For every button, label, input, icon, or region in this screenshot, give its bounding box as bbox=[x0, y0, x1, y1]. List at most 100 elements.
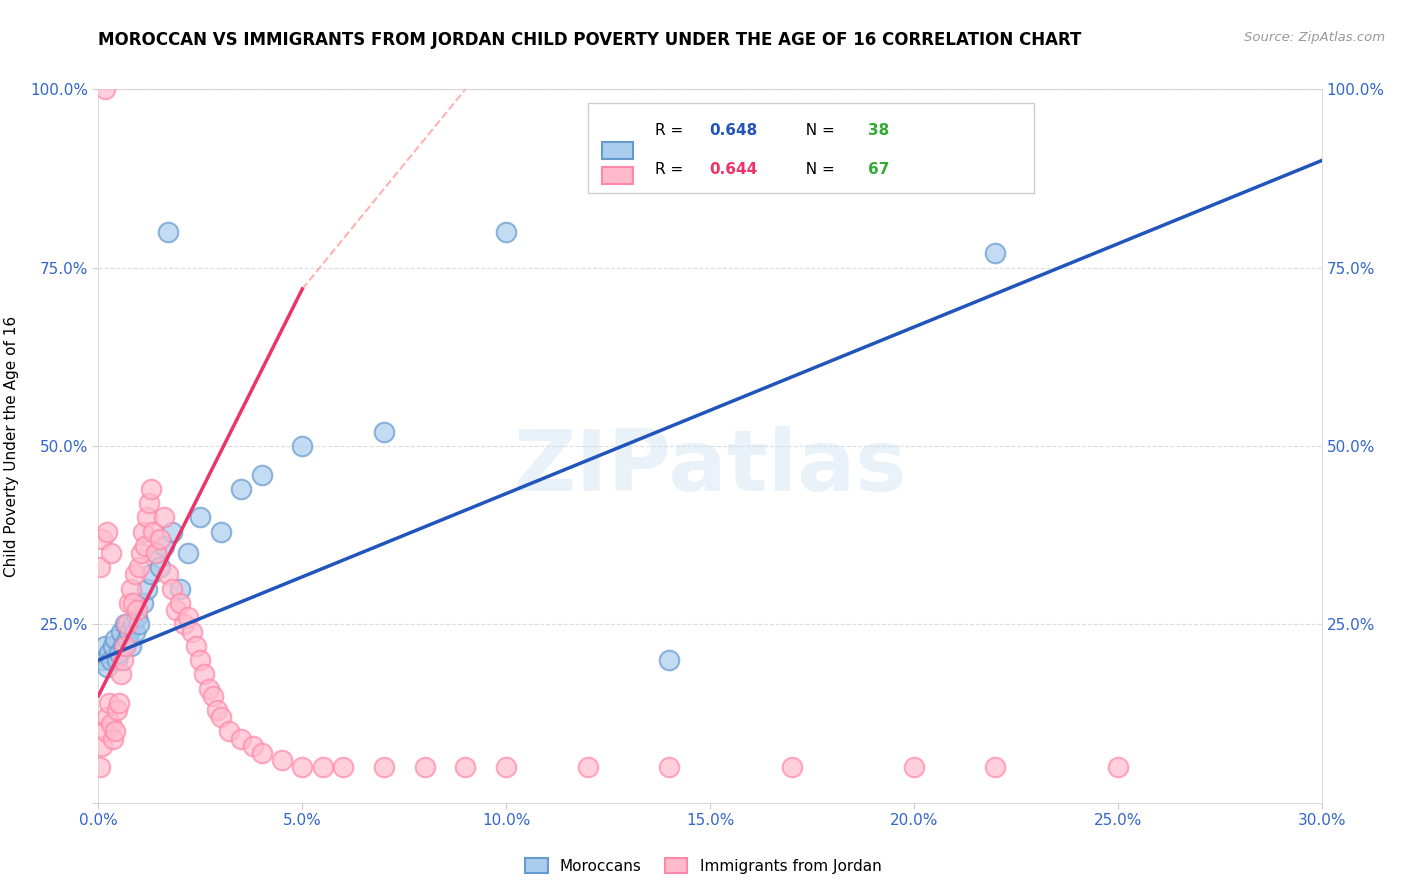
Point bbox=[93, 82, 115, 96]
Point bbox=[984, 760, 1007, 774]
Point bbox=[231, 731, 253, 746]
Point bbox=[373, 425, 395, 439]
Point bbox=[101, 639, 124, 653]
Point bbox=[122, 596, 145, 610]
Point bbox=[780, 760, 803, 774]
Point bbox=[186, 639, 208, 653]
Point bbox=[242, 739, 264, 753]
Point bbox=[138, 496, 160, 510]
FancyBboxPatch shape bbox=[602, 142, 633, 159]
Point bbox=[89, 760, 111, 774]
Point bbox=[160, 582, 183, 596]
Point bbox=[495, 225, 517, 239]
Point bbox=[373, 760, 395, 774]
Point bbox=[110, 624, 132, 639]
Point bbox=[413, 760, 436, 774]
Point bbox=[124, 624, 146, 639]
Point bbox=[111, 653, 134, 667]
Point bbox=[104, 632, 127, 646]
Point bbox=[132, 596, 155, 610]
Text: N =: N = bbox=[796, 161, 839, 177]
Point bbox=[136, 510, 159, 524]
Point bbox=[105, 703, 128, 717]
Text: R =: R = bbox=[655, 123, 688, 138]
Point bbox=[201, 689, 224, 703]
Point bbox=[141, 482, 163, 496]
Point bbox=[181, 624, 204, 639]
Point bbox=[111, 639, 134, 653]
Point bbox=[141, 567, 163, 582]
Point bbox=[156, 225, 179, 239]
Point bbox=[128, 617, 150, 632]
Point bbox=[127, 610, 149, 624]
Point bbox=[122, 617, 145, 632]
Point bbox=[197, 681, 219, 696]
Point bbox=[115, 632, 138, 646]
Point bbox=[250, 746, 273, 760]
Text: Source: ZipAtlas.com: Source: ZipAtlas.com bbox=[1244, 31, 1385, 45]
Point bbox=[658, 653, 681, 667]
Point bbox=[984, 246, 1007, 260]
Point bbox=[177, 546, 200, 560]
Point bbox=[100, 546, 122, 560]
Point bbox=[120, 639, 142, 653]
Legend: Moroccans, Immigrants from Jordan: Moroccans, Immigrants from Jordan bbox=[519, 852, 887, 880]
Point bbox=[658, 760, 681, 774]
Point bbox=[136, 582, 159, 596]
Point bbox=[110, 667, 132, 681]
Point bbox=[152, 539, 174, 553]
Point bbox=[134, 539, 156, 553]
Point bbox=[89, 560, 111, 574]
Point bbox=[101, 731, 124, 746]
Point bbox=[129, 546, 152, 560]
Point bbox=[91, 653, 114, 667]
Point bbox=[115, 617, 138, 632]
Y-axis label: Child Poverty Under the Age of 16: Child Poverty Under the Age of 16 bbox=[4, 316, 18, 576]
Point bbox=[903, 760, 925, 774]
Point bbox=[152, 510, 174, 524]
Point bbox=[1107, 760, 1129, 774]
Point bbox=[291, 760, 314, 774]
Point bbox=[100, 717, 122, 731]
Point bbox=[93, 639, 115, 653]
Point bbox=[108, 696, 131, 710]
Point bbox=[118, 624, 141, 639]
Point bbox=[177, 610, 200, 624]
Point bbox=[91, 739, 114, 753]
Point bbox=[100, 653, 122, 667]
Point bbox=[169, 582, 191, 596]
Point bbox=[127, 603, 149, 617]
Point bbox=[97, 646, 120, 660]
Point bbox=[93, 724, 115, 739]
Point bbox=[114, 639, 136, 653]
Point bbox=[118, 596, 141, 610]
Point bbox=[250, 467, 273, 482]
Point bbox=[454, 760, 477, 774]
Point bbox=[231, 482, 253, 496]
Point bbox=[96, 524, 118, 539]
Text: 0.648: 0.648 bbox=[709, 123, 756, 138]
Text: N =: N = bbox=[796, 123, 839, 138]
Point bbox=[205, 703, 228, 717]
Text: MOROCCAN VS IMMIGRANTS FROM JORDAN CHILD POVERTY UNDER THE AGE OF 16 CORRELATION: MOROCCAN VS IMMIGRANTS FROM JORDAN CHILD… bbox=[98, 31, 1081, 49]
Point bbox=[165, 603, 187, 617]
Point bbox=[120, 582, 142, 596]
Point bbox=[124, 567, 146, 582]
Point bbox=[108, 646, 131, 660]
Point bbox=[169, 596, 191, 610]
Point bbox=[149, 532, 172, 546]
Text: 67: 67 bbox=[868, 161, 889, 177]
Point bbox=[145, 546, 167, 560]
Text: 0.644: 0.644 bbox=[709, 161, 756, 177]
Point bbox=[96, 710, 118, 724]
Point bbox=[209, 524, 232, 539]
Point bbox=[188, 510, 212, 524]
Text: ZIPatlas: ZIPatlas bbox=[513, 425, 907, 509]
Point bbox=[156, 567, 179, 582]
Point bbox=[128, 560, 150, 574]
Point bbox=[114, 617, 136, 632]
Point bbox=[291, 439, 314, 453]
Point bbox=[193, 667, 215, 681]
FancyBboxPatch shape bbox=[602, 167, 633, 184]
Point bbox=[149, 560, 172, 574]
